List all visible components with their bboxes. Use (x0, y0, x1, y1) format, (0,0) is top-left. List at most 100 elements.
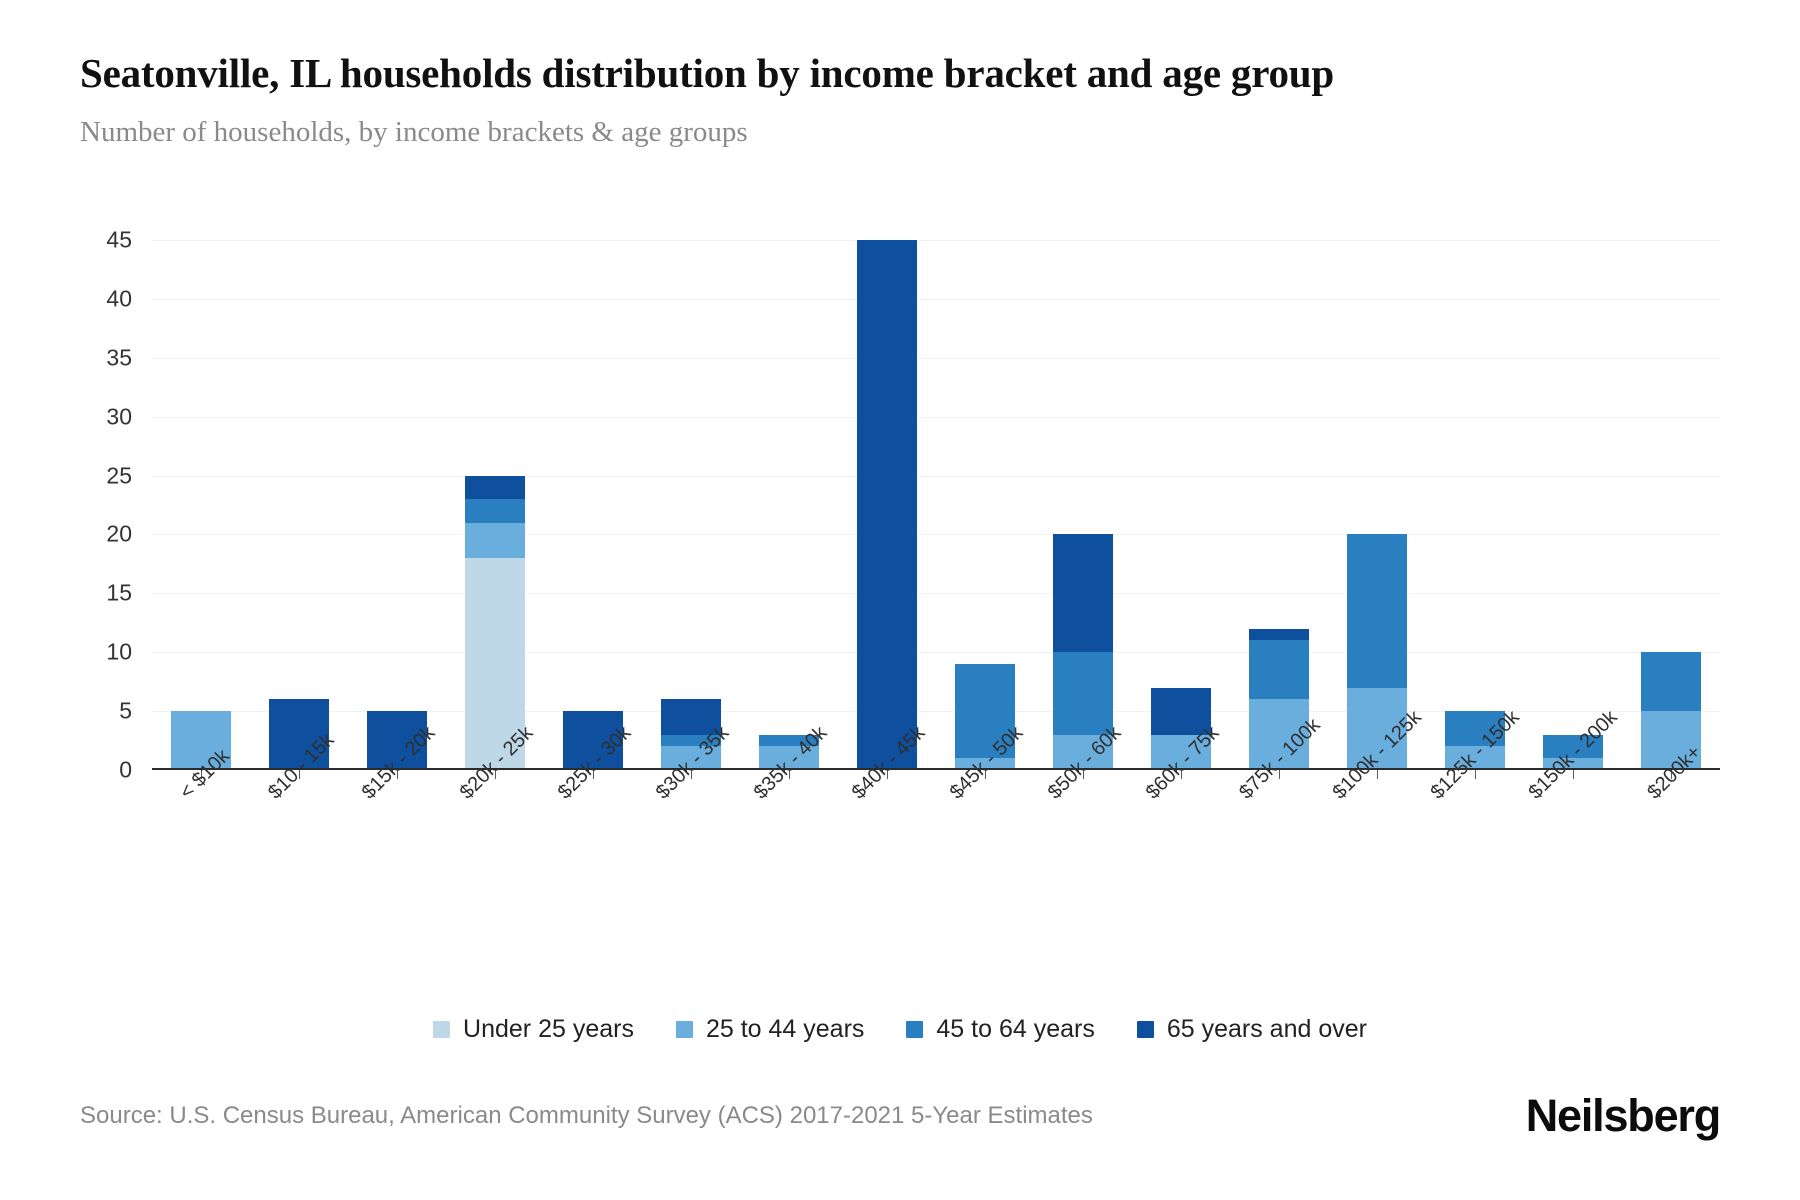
y-axis-tick-label: 25 (106, 462, 132, 489)
bar-segment[interactable] (464, 499, 526, 523)
bar-segment[interactable] (1248, 640, 1310, 700)
legend-label: 65 years and over (1166, 1015, 1367, 1043)
bar-group[interactable] (152, 240, 250, 779)
bar-segment[interactable] (170, 711, 232, 770)
bar-segment[interactable] (660, 699, 722, 735)
bar-segment[interactable] (1150, 687, 1212, 735)
bar-segment[interactable] (1542, 734, 1604, 759)
x-axis-label-slot: $50k - 60k (1034, 722, 1132, 900)
y-axis-tick-label: 15 (106, 579, 132, 606)
bar-segment[interactable] (1052, 734, 1114, 770)
gridline (152, 652, 1720, 654)
bar-segment[interactable] (954, 664, 1016, 759)
bar-stack[interactable] (268, 699, 330, 770)
x-axis-tickmark (691, 770, 692, 779)
bar-segment[interactable] (1640, 711, 1702, 770)
bar-group[interactable] (1328, 240, 1426, 779)
bar-segment[interactable] (660, 746, 722, 770)
x-axis-tickmark (1671, 770, 1672, 779)
legend-label: Under 25 years (463, 1015, 634, 1043)
x-axis-tickmark (397, 770, 398, 779)
bar-group[interactable] (1034, 240, 1132, 779)
bar-segment[interactable] (366, 711, 428, 770)
x-axis-label-slot: $100k - 125k (1328, 706, 1426, 900)
legend-swatch-icon (433, 1021, 451, 1038)
x-axis-line (152, 768, 1720, 770)
bar-segment[interactable] (856, 240, 918, 770)
chart-legend: Under 25 years 25 to 44 years 45 to 64 yea… (0, 1015, 1800, 1044)
legend-item[interactable]: Under 25 years (433, 1015, 634, 1044)
chart-footer: Source: U.S. Census Bureau, American Com… (80, 1090, 1721, 1142)
bar-segment[interactable] (660, 734, 722, 747)
bar-segment[interactable] (758, 746, 820, 770)
bar-stack[interactable] (856, 240, 918, 770)
legend-label: 25 to 44 years (705, 1015, 865, 1043)
bar-group[interactable] (348, 240, 446, 779)
x-axis-tickmark (495, 770, 496, 779)
bar-segment[interactable] (1444, 711, 1506, 747)
bar-stack[interactable] (170, 711, 232, 770)
bar-stack[interactable] (1346, 534, 1408, 770)
legend-item[interactable]: 45 to 64 years (906, 1015, 1095, 1044)
bar-segment[interactable] (1248, 628, 1310, 641)
bar-segment[interactable] (1346, 534, 1408, 688)
x-axis-label-slot: $25k - 30k (544, 722, 642, 900)
bar-segment[interactable] (464, 558, 526, 770)
gridline (152, 534, 1720, 536)
gridline (152, 416, 1720, 418)
legend-swatch-icon (1136, 1021, 1154, 1038)
bar-stack[interactable] (1052, 534, 1114, 770)
bar-segment[interactable] (268, 699, 330, 770)
bar-stack[interactable] (366, 711, 428, 770)
bar-segment[interactable] (1444, 746, 1506, 770)
bar-segment[interactable] (464, 522, 526, 558)
bar-stack[interactable] (1542, 734, 1604, 770)
x-axis-tickmark (299, 770, 300, 779)
bar-segment[interactable] (1640, 652, 1702, 712)
bar-stack[interactable] (758, 734, 820, 770)
bar-segment[interactable] (562, 711, 624, 770)
bar-segment[interactable] (464, 475, 526, 500)
bar-segment[interactable] (1150, 734, 1212, 770)
x-axis-label-slot: $30k - 35k (642, 722, 740, 900)
x-axis-label-slot: $20k - 25k (446, 722, 544, 900)
bar-group[interactable] (642, 240, 740, 779)
bar-group[interactable] (936, 240, 1034, 779)
y-axis-tick-label: 20 (106, 520, 132, 547)
bar-segment[interactable] (1346, 687, 1408, 770)
bar-stack[interactable] (562, 711, 624, 770)
bar-group[interactable] (1426, 240, 1524, 779)
x-axis-label-slot: $15k - 20k (348, 722, 446, 900)
bar-stack[interactable] (660, 699, 722, 770)
bar-stack[interactable] (954, 664, 1016, 770)
bar-group[interactable] (1230, 240, 1328, 779)
bar-segment[interactable] (1248, 699, 1310, 770)
bar-group[interactable] (1524, 240, 1622, 779)
bar-stack[interactable] (1640, 652, 1702, 770)
bar-segment[interactable] (1052, 652, 1114, 735)
bar-stack[interactable] (1248, 628, 1310, 770)
bar-group[interactable] (544, 240, 642, 779)
legend-item[interactable]: 25 to 44 years (675, 1015, 865, 1044)
bar-group[interactable] (1622, 240, 1720, 779)
bar-group[interactable] (838, 240, 936, 779)
bar-segment[interactable] (758, 734, 820, 747)
gridline (152, 593, 1720, 595)
bar-stack[interactable] (1150, 687, 1212, 770)
bar-group[interactable] (250, 240, 348, 779)
bar-segment[interactable] (1542, 758, 1604, 770)
bar-group[interactable] (740, 240, 838, 779)
bar-segment[interactable] (1052, 534, 1114, 653)
x-axis-tickmark (789, 770, 790, 779)
legend-item[interactable]: 65 years and over (1136, 1015, 1367, 1044)
bar-group[interactable] (446, 240, 544, 779)
bar-group[interactable] (1132, 240, 1230, 779)
bar-stack[interactable] (1444, 711, 1506, 770)
y-axis-tick-label: 45 (106, 226, 132, 253)
gridline (152, 357, 1720, 359)
chart-plot-area: 0 5 10 15 20 25 30 35 40 45 < $10k $10 - 15k $15k -… (80, 227, 1720, 900)
x-axis-label-slot: $40k - 45k (838, 722, 936, 900)
bar-segment[interactable] (954, 758, 1016, 770)
x-axis-tickmark (1573, 770, 1574, 779)
bar-stack[interactable] (464, 475, 526, 770)
